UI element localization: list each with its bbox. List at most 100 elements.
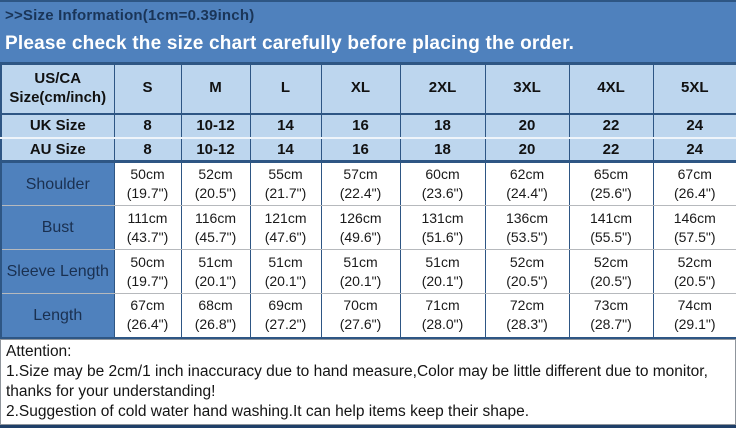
cell-cm: 52cm xyxy=(593,253,629,270)
corner-header-line2: Size(cm/inch) xyxy=(9,88,107,106)
length-cell: 74cm (29.1") xyxy=(652,293,736,339)
cell-inch: (20.5") xyxy=(673,272,716,289)
cell-inch: (24.4") xyxy=(506,185,548,201)
cell-inch: (29.1") xyxy=(673,316,716,333)
cell-inch: (20.1") xyxy=(264,272,307,289)
au-size-value: 24 xyxy=(652,137,736,163)
bust-row: Bust 111cm (43.7") 116cm (45.7") 121cm (47.… xyxy=(1,205,736,250)
cell-inch: (27.2") xyxy=(264,316,307,333)
cell-inch: (51.6") xyxy=(421,228,464,245)
bust-label: Bust xyxy=(1,205,114,250)
sleeve-cell: 51cm (20.1") xyxy=(249,249,321,294)
size-chart-table: US/CA Size(cm/inch) S M L XL 2XL 3XL 4XL… xyxy=(0,62,736,339)
cell-cm: 141cm xyxy=(589,209,633,226)
cell-inch: (43.7") xyxy=(126,228,169,245)
length-row: Length 67cm (26.4") 68cm (26.8") 69cm (27.2… xyxy=(1,293,736,339)
size-chart-warning: Please check the size chart carefully be… xyxy=(5,33,575,54)
cell-inch: (20.1") xyxy=(421,272,464,289)
au-size-value: 14 xyxy=(249,137,321,163)
attention-line-2: thanks for your understanding! xyxy=(6,382,216,400)
uk-size-value: 8 xyxy=(113,113,181,139)
corner-header-cell: US/CA Size(cm/inch) xyxy=(1,62,114,115)
length-cell: 71cm (28.0") xyxy=(399,293,485,339)
size-header-row: US/CA Size(cm/inch) S M L XL 2XL 3XL 4XL… xyxy=(1,62,736,115)
sleeve-cell: 50cm (19.7") xyxy=(113,249,181,294)
uk-size-value: 20 xyxy=(484,113,569,139)
bust-cell: 136cm (53.5") xyxy=(484,205,569,250)
cell-inch: (26.8") xyxy=(194,316,237,333)
bust-cell: 116cm (45.7") xyxy=(180,205,250,250)
attention-note: Attention: 1.Size may be 2cm/1 inch inac… xyxy=(0,338,736,425)
attention-line-1: 1.Size may be 2cm/1 inch inaccuracy due … xyxy=(6,362,708,380)
au-size-row: AU Size 8 10-12 14 16 18 20 22 24 xyxy=(1,137,736,163)
cell-inch: (49.6") xyxy=(339,228,382,245)
shoulder-cell: 62cm (24.4") xyxy=(484,161,569,206)
length-cell: 67cm (26.4") xyxy=(113,293,181,339)
cell-inch: (20.5") xyxy=(506,272,548,289)
cell-cm: 72cm xyxy=(509,297,545,314)
size-header-5xl: 5XL xyxy=(652,62,736,115)
size-header-4xl: 4XL xyxy=(568,62,653,115)
cell-cm: 57cm xyxy=(343,166,378,182)
attention-line-3: 2.Suggestion of cold water hand washing.… xyxy=(6,402,530,420)
au-size-value: 8 xyxy=(113,137,181,163)
sleeve-cell: 51cm (20.1") xyxy=(320,249,400,294)
uk-size-value: 10-12 xyxy=(180,113,250,139)
au-size-value: 16 xyxy=(320,137,400,163)
cell-cm: 136cm xyxy=(505,209,549,226)
cell-inch: (20.1") xyxy=(194,272,237,289)
cell-inch: (45.7") xyxy=(194,228,237,245)
shoulder-cell: 60cm (23.6") xyxy=(399,161,485,206)
bust-cell: 111cm (43.7") xyxy=(113,205,181,250)
shoulder-cell: 50cm (19.7") xyxy=(113,161,181,206)
length-cell: 70cm (27.6") xyxy=(320,293,400,339)
shoulder-cell: 55cm (21.7") xyxy=(249,161,321,206)
au-size-label: AU Size xyxy=(1,137,114,163)
cell-inch: (27.6") xyxy=(339,316,382,333)
header-banner: >>Size Information(1cm=0.39inch) Please … xyxy=(0,0,736,62)
cell-inch: (22.4") xyxy=(339,185,382,201)
cell-inch: (28.0") xyxy=(421,316,464,333)
corner-header-line1: US/CA xyxy=(34,70,82,87)
length-cell: 69cm (27.2") xyxy=(249,293,321,339)
cell-cm: 146cm xyxy=(673,209,716,226)
cell-cm: 126cm xyxy=(339,209,382,226)
au-size-value: 22 xyxy=(568,137,653,163)
cell-cm: 131cm xyxy=(421,209,464,226)
uk-size-label: UK Size xyxy=(1,113,114,139)
cell-inch: (26.4") xyxy=(673,185,716,201)
attention-heading: Attention: xyxy=(6,342,72,360)
cell-inch: (19.7") xyxy=(126,185,169,201)
sleeve-cell: 52cm (20.5") xyxy=(484,249,569,294)
au-size-value: 10-12 xyxy=(180,137,250,163)
cell-inch: (25.6") xyxy=(590,185,632,201)
cell-cm: 69cm xyxy=(268,297,303,314)
shoulder-cell: 52cm (20.5") xyxy=(180,161,250,206)
uk-size-value: 24 xyxy=(652,113,736,139)
sleeve-length-row: Sleeve Length 50cm (19.7") 51cm (20.1") 51… xyxy=(1,249,736,294)
cell-inch: (28.3") xyxy=(506,316,548,333)
bust-cell: 131cm (51.6") xyxy=(399,205,485,250)
au-size-value: 18 xyxy=(399,137,485,163)
bottom-divider-bar xyxy=(0,424,736,428)
cell-inch: (55.5") xyxy=(590,228,632,245)
sleeve-cell: 51cm (20.1") xyxy=(180,249,250,294)
uk-size-value: 16 xyxy=(320,113,400,139)
cell-cm: 52cm xyxy=(198,166,233,182)
cell-cm: 121cm xyxy=(264,209,307,226)
size-header-3xl: 3XL xyxy=(484,62,569,115)
size-header-2xl: 2XL xyxy=(399,62,485,115)
cell-cm: 71cm xyxy=(425,297,460,314)
cell-inch: (21.7") xyxy=(264,185,307,201)
cell-inch: (19.7") xyxy=(126,272,169,289)
cell-cm: 51cm xyxy=(198,253,233,270)
cell-inch: (47.6") xyxy=(264,228,307,245)
shoulder-row: Shoulder 50cm (19.7") 52cm (20.5") 55cm (21… xyxy=(1,161,736,206)
cell-cm: 74cm xyxy=(677,297,712,314)
cell-cm: 51cm xyxy=(425,253,460,270)
cell-inch: (20.5") xyxy=(590,272,632,289)
cell-inch: (28.7") xyxy=(590,316,632,333)
cell-cm: 73cm xyxy=(593,297,629,314)
cell-inch: (26.4") xyxy=(126,316,169,333)
